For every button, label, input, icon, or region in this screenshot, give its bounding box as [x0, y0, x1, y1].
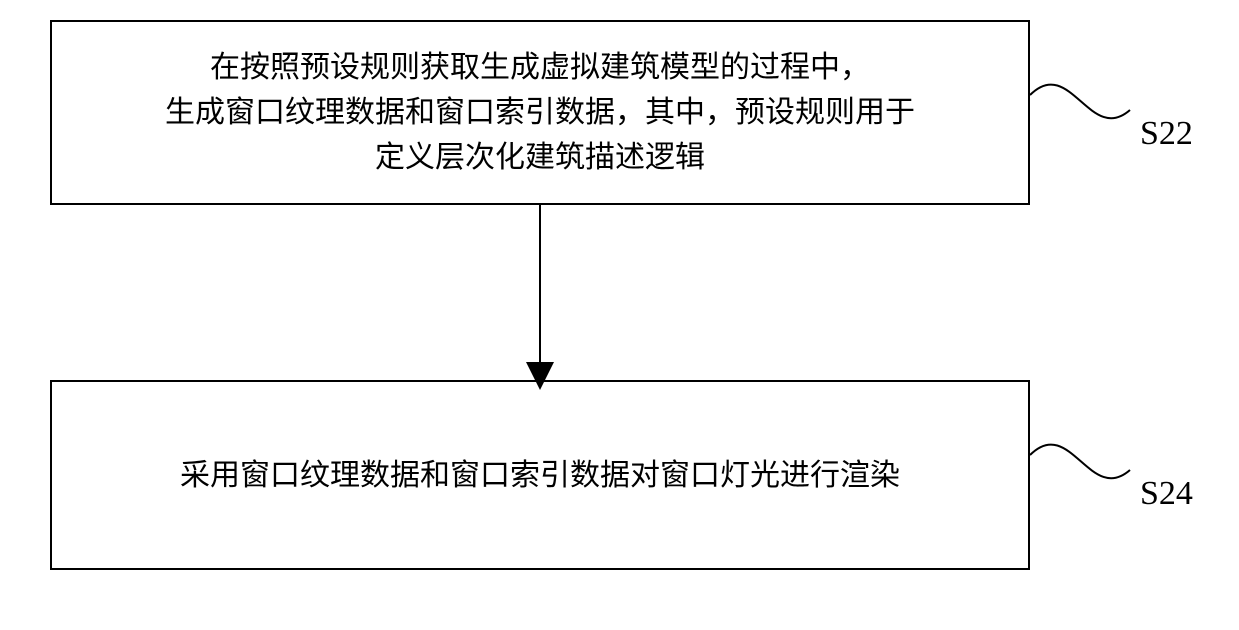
- flowchart-node-s22: 在按照预设规则获取生成虚拟建筑模型的过程中，生成窗口纹理数据和窗口索引数据，其中…: [50, 20, 1030, 205]
- flowchart-node-s24: 采用窗口纹理数据和窗口索引数据对窗口灯光进行渲染: [50, 380, 1030, 570]
- flowchart-label-s22: S22: [1140, 115, 1193, 153]
- flowchart-label-s24: S24: [1140, 475, 1193, 513]
- label-connector-s22: [1030, 85, 1130, 119]
- label-connector-s24: [1030, 445, 1130, 479]
- flowchart-node-s22-text: 在按照预设规则获取生成虚拟建筑模型的过程中，生成窗口纹理数据和窗口索引数据，其中…: [165, 45, 915, 180]
- flowchart-node-s24-text: 采用窗口纹理数据和窗口索引数据对窗口灯光进行渲染: [180, 453, 900, 498]
